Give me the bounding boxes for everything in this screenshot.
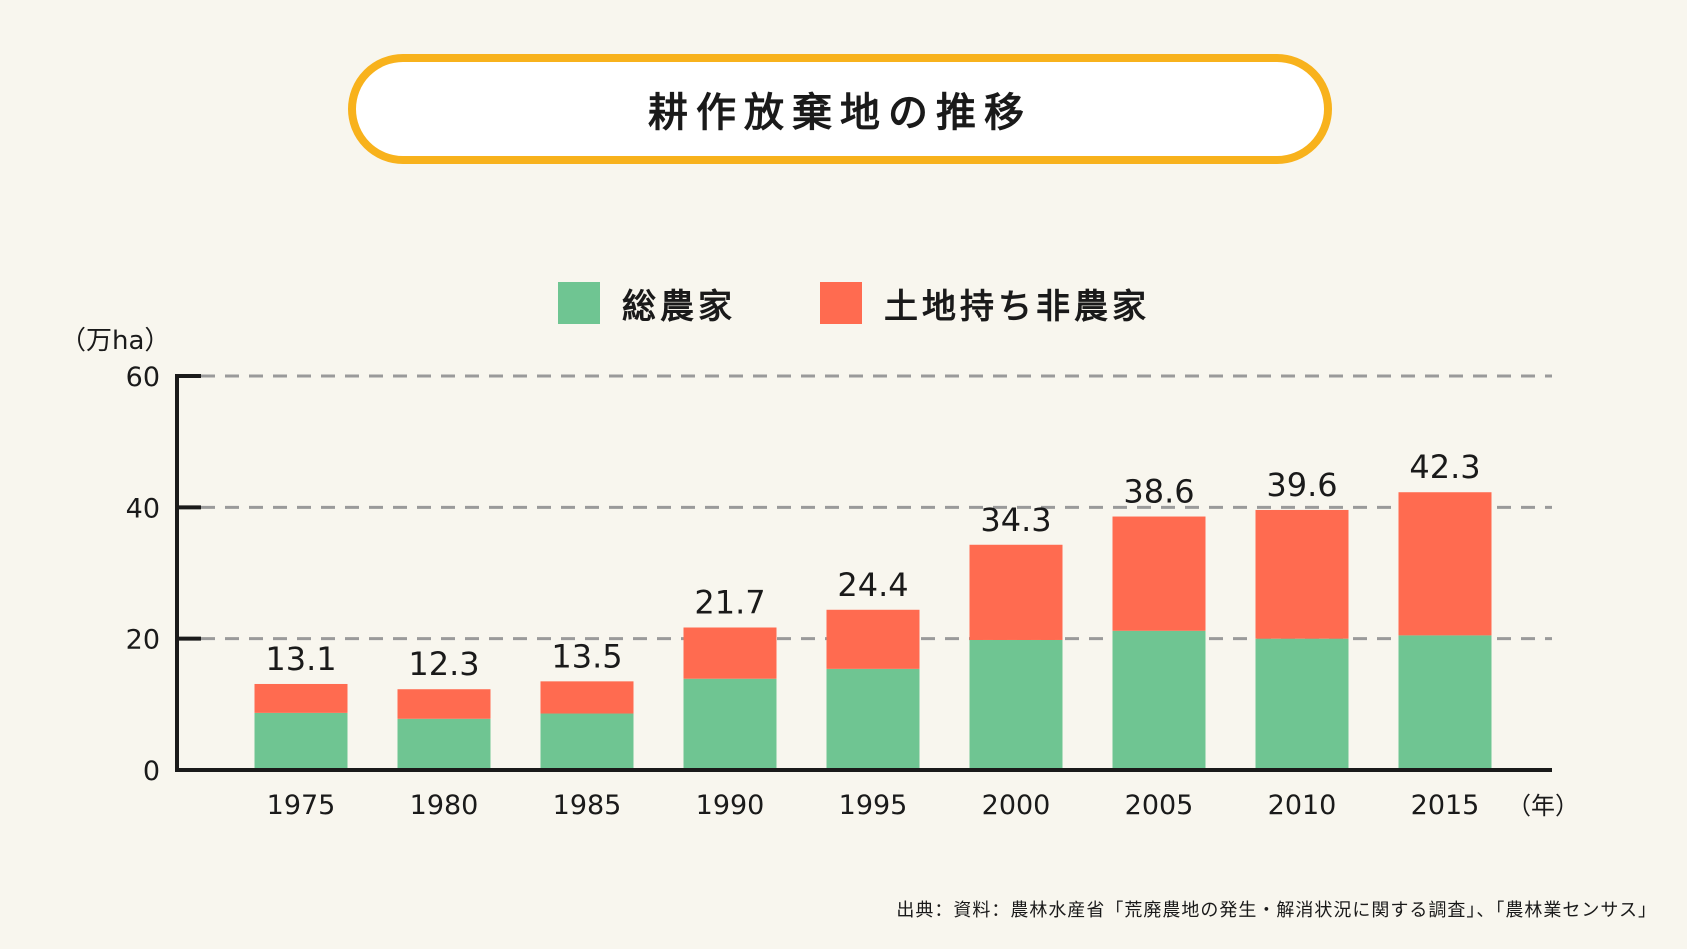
data-label-2010: 39.6 (1266, 466, 1337, 504)
bar-farm-2015 (1398, 635, 1492, 770)
bar-farm-1995 (826, 668, 920, 770)
chart-title: 耕作放棄地の推移 (648, 90, 1032, 136)
y-tick-label-60: 60 (126, 362, 160, 393)
bar-nonfarm-1985 (540, 681, 634, 714)
bar-farm-2000 (969, 639, 1063, 770)
y-axis-unit: （万ha） (60, 326, 171, 356)
y-tick-label-20: 20 (126, 625, 160, 656)
data-label-1980: 12.3 (408, 645, 479, 683)
data-label-2015: 42.3 (1409, 448, 1480, 486)
x-tick-label-1985: 1985 (553, 790, 622, 821)
legend-label-nonfarm: 土地持ち非農家 (884, 286, 1150, 327)
bar-farm-1980 (397, 718, 491, 770)
bar-farm-1985 (540, 713, 634, 770)
legend-label-farm: 総農家 (622, 286, 736, 327)
bar-nonfarm-1975 (254, 683, 348, 713)
data-label-2005: 38.6 (1123, 473, 1194, 511)
bar-farm-2005 (1112, 630, 1206, 770)
bar-nonfarm-2000 (969, 544, 1063, 640)
x-axis-unit: （年） (1507, 792, 1579, 820)
legend-swatch-farm (558, 282, 600, 324)
data-label-1995: 24.4 (837, 566, 908, 604)
bar-farm-2010 (1255, 638, 1349, 770)
y-tick-label-0: 0 (143, 756, 160, 787)
bar-nonfarm-1980 (397, 689, 491, 719)
bar-nonfarm-1995 (826, 609, 920, 669)
title-banner: 耕作放棄地の推移 (348, 54, 1332, 164)
x-tick-label-1995: 1995 (839, 790, 908, 821)
data-label-2000: 34.3 (980, 501, 1051, 539)
y-tick-label-40: 40 (126, 493, 160, 524)
data-label-1990: 21.7 (694, 584, 765, 622)
x-tick-label-1990: 1990 (696, 790, 765, 821)
x-tick-label-2015: 2015 (1411, 790, 1480, 821)
x-tick-label-2010: 2010 (1268, 790, 1337, 821)
bar-nonfarm-2005 (1112, 516, 1206, 631)
legend-swatch-nonfarm (820, 282, 862, 324)
x-tick-label-2005: 2005 (1125, 790, 1194, 821)
bar-farm-1975 (254, 712, 348, 770)
x-tick-label-2000: 2000 (982, 790, 1051, 821)
legend-item-farm: 総農家 (558, 280, 736, 327)
data-label-1975: 13.1 (265, 640, 336, 678)
x-tick-label-1980: 1980 (410, 790, 479, 821)
legend-item-nonfarm: 土地持ち非農家 (820, 280, 1150, 327)
bar-nonfarm-1990 (683, 627, 777, 679)
bar-nonfarm-2015 (1398, 492, 1492, 636)
legend: 総農家 土地持ち非農家 (0, 280, 1687, 330)
bar-farm-1990 (683, 678, 777, 770)
bar-nonfarm-2010 (1255, 509, 1349, 639)
source-note: 出典：資料：農林水産省「荒廃農地の発生・解消状況に関する調査」、「農林業センサス… (896, 900, 1657, 921)
x-tick-label-1975: 1975 (267, 790, 336, 821)
data-label-1985: 13.5 (551, 637, 622, 675)
